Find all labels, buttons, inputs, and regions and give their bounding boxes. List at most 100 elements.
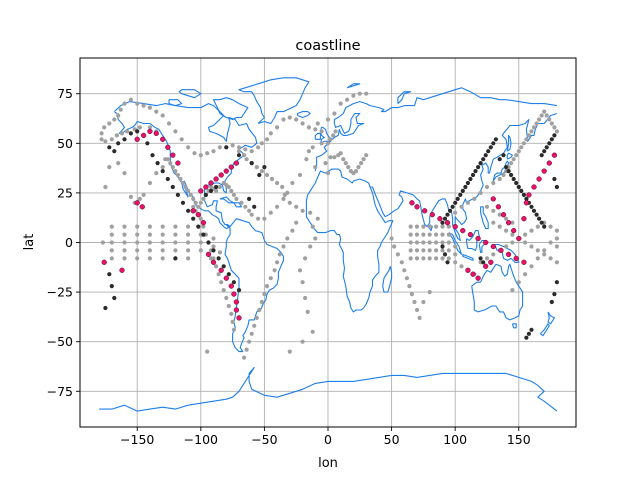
gray-point [256,145,261,150]
gray-point [491,208,496,213]
gray-point [472,196,477,201]
gray-point [504,244,509,249]
gray-point [277,252,282,257]
magenta-point [223,275,229,281]
gray-point [269,176,275,182]
dark-point [206,240,211,245]
gray-point [118,107,123,112]
dark-point [155,161,160,166]
y-tick-label: 25 [57,185,73,200]
chart-title: coastline [295,38,360,54]
coastline-segment [319,126,330,144]
gray-point [497,212,502,217]
dark-point [455,196,460,201]
gray-point [234,196,239,201]
gray-point [304,157,309,162]
dark-point [549,137,554,142]
y-tick-label: −25 [47,285,73,300]
gray-point [287,115,292,120]
gray-point [198,153,203,158]
gray-point [141,192,146,197]
gray-point [244,157,249,162]
magenta-point [452,223,458,230]
gray-point [333,129,338,134]
gray-point [351,93,356,98]
gray-point [408,224,413,229]
gray-point [281,196,286,201]
magenta-point [526,192,532,198]
magenta-point [228,283,234,289]
y-tick-label: −50 [47,334,73,349]
gray-point [504,228,509,233]
dark-point [103,305,108,311]
magenta-point [200,220,207,226]
gray-point [219,280,224,285]
gray-point [531,125,537,130]
coastline-segment [305,112,558,313]
dark-point [150,153,155,158]
gray-point [128,194,133,199]
gray-point [491,180,496,186]
dark-point [497,157,502,162]
dark-point [516,184,521,190]
gray-point [328,155,333,160]
magenta-point [195,212,201,218]
gray-point [523,232,528,237]
magenta-point [422,208,428,214]
gray-point [186,256,191,261]
magenta-point [470,271,476,277]
gray-point [414,240,420,245]
gray-point [310,145,315,150]
gray-point [510,288,515,293]
gray-point [128,97,133,102]
gray-point [523,240,528,245]
gray-point [224,295,229,301]
gray-point [166,121,172,126]
dark-point [203,192,208,197]
gray-point [211,256,216,261]
gray-point [290,228,295,233]
gray-point [249,331,254,336]
dark-point [488,145,493,150]
gray-point [201,224,206,229]
gray-point [343,161,348,166]
gray-point [434,256,439,261]
gray-point [364,91,369,96]
magenta-point [409,200,415,206]
gray-point [275,180,280,186]
coastline-segment [99,366,558,412]
gray-point [173,248,178,253]
gray-point [205,349,210,354]
gray-point [434,248,439,253]
dark-point [534,212,539,217]
gray-point [217,184,222,190]
gray-point [414,232,420,237]
gray-point [325,117,331,122]
gray-point [280,184,285,190]
gray-point [412,299,417,305]
coastline-segment [462,253,474,261]
gray-point [319,129,324,134]
magenta-point [483,239,489,246]
gray-point [408,248,413,253]
gray-point [186,188,191,193]
gray-point [259,299,264,305]
magenta-point [490,196,496,202]
gray-point [504,216,509,221]
dark-point [531,208,537,213]
magenta-point [465,267,471,273]
gray-point [160,232,165,237]
gray-point [313,127,318,132]
gray-point [170,165,175,170]
dark-point [180,200,186,205]
dark-point [208,188,214,193]
gray-point [244,347,249,352]
dark-point [107,272,112,277]
dark-point [537,216,542,221]
magenta-point [153,130,159,137]
gray-point [434,224,439,229]
dark-point [191,216,196,221]
dark-point [214,184,219,190]
magenta-point [223,168,229,174]
gray-point [179,137,184,142]
